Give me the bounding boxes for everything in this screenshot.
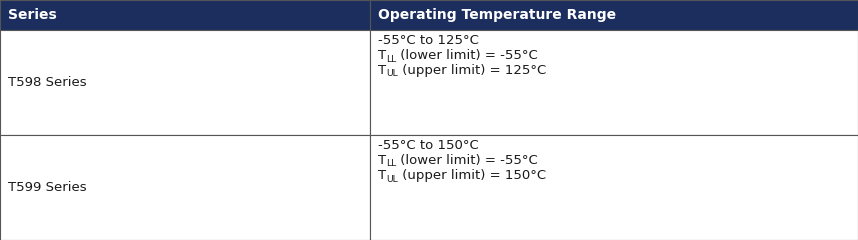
Text: LL: LL (386, 160, 396, 168)
Text: T: T (378, 169, 386, 182)
Text: (upper limit) = 125°C: (upper limit) = 125°C (398, 64, 547, 77)
Text: T598 Series: T598 Series (8, 76, 87, 89)
Text: (lower limit) = -55°C: (lower limit) = -55°C (396, 154, 538, 167)
Text: T: T (378, 154, 386, 167)
Bar (0, 30, 370, 135)
Text: T: T (378, 49, 386, 62)
Text: Series: Series (8, 8, 57, 22)
Text: LL: LL (386, 54, 396, 64)
Text: T599 Series: T599 Series (8, 181, 87, 194)
Bar (370, 0, 858, 30)
Text: (lower limit) = -55°C: (lower limit) = -55°C (396, 49, 538, 62)
Text: (upper limit) = 150°C: (upper limit) = 150°C (398, 169, 546, 182)
Text: Operating Temperature Range: Operating Temperature Range (378, 8, 616, 22)
Bar (0, 0, 370, 30)
Text: UL: UL (386, 174, 398, 184)
Bar (370, 30, 858, 135)
Bar (0, 135, 370, 240)
Text: -55°C to 150°C: -55°C to 150°C (378, 139, 479, 152)
Text: UL: UL (386, 70, 398, 78)
Text: T: T (378, 64, 386, 77)
Text: -55°C to 125°C: -55°C to 125°C (378, 34, 479, 47)
Bar (370, 135, 858, 240)
